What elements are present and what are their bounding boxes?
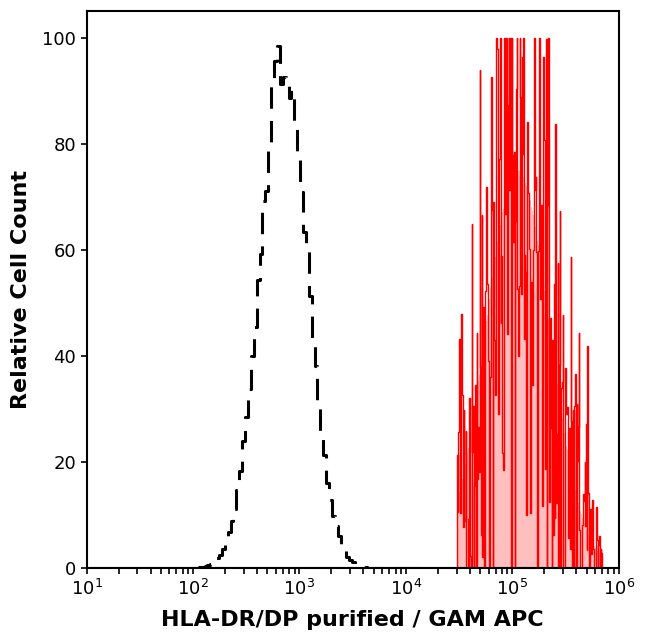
X-axis label: HLA-DR/DP purified / GAM APC: HLA-DR/DP purified / GAM APC [162, 610, 544, 630]
Y-axis label: Relative Cell Count: Relative Cell Count [11, 171, 31, 409]
Polygon shape [457, 171, 603, 569]
